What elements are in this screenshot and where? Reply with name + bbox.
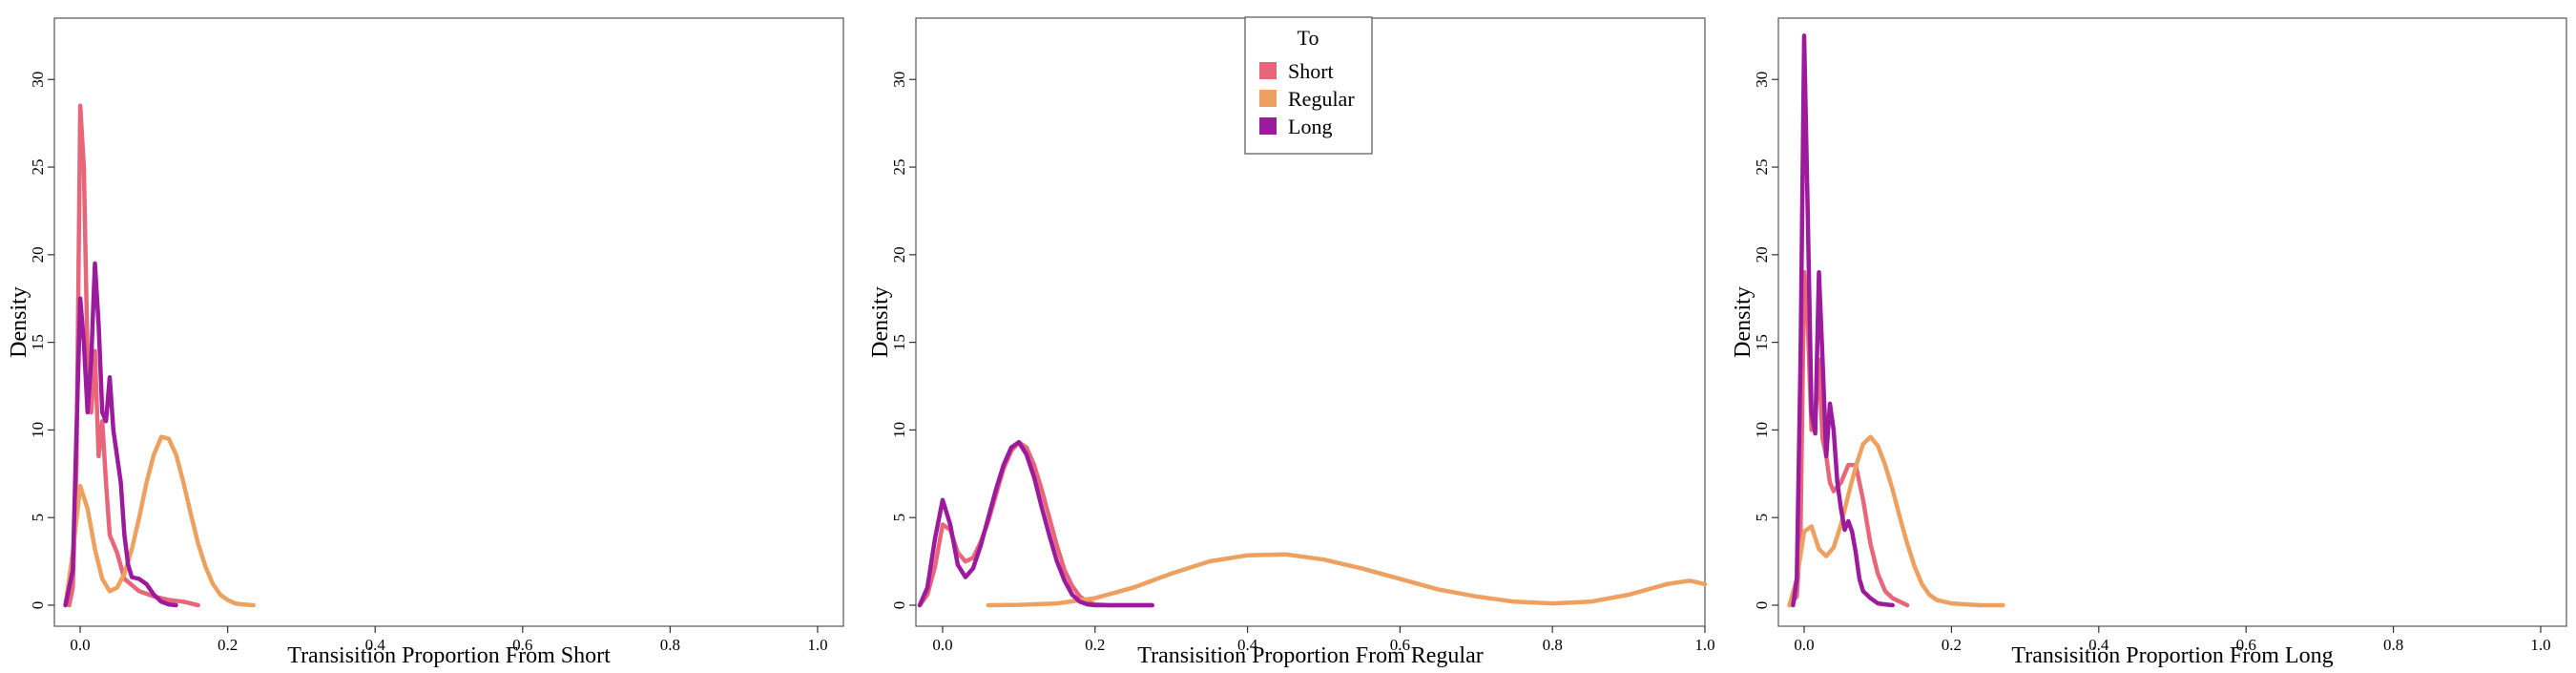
legend-title: To — [1298, 26, 1319, 50]
y-tick-label: 20 — [890, 246, 908, 263]
x-tick-label: 0.8 — [2383, 636, 2403, 654]
y-tick-label: 5 — [1753, 514, 1771, 522]
y-tick-label: 0 — [1753, 601, 1771, 610]
x-tick-label: 0.8 — [1543, 636, 1563, 654]
x-tick-label: 0.6 — [2236, 636, 2256, 654]
panel-3: 0.0 0.2 0.4 0.6 0.8 1.0 0 5 10 15 20 25 30 Transisiti… — [1731, 17, 2567, 668]
y-tick-label: 10 — [890, 422, 908, 438]
x-tick-label: 0.0 — [70, 636, 90, 654]
x-tick-label: 0.2 — [1085, 636, 1105, 654]
legend-label-regular: Regular — [1288, 87, 1355, 111]
x-tick-label: 1.0 — [807, 636, 827, 654]
panel-2: 0.0 0.2 0.4 0.6 0.8 1.0 0 5 10 15 20 25 30 Transisiti… — [868, 17, 1715, 668]
series-line-regular — [63, 434, 256, 608]
x-tick-label: 0.2 — [1942, 636, 1962, 654]
plot-frame — [1777, 17, 2567, 627]
x-tick-label: 0.8 — [660, 636, 680, 654]
y-tick-label: 5 — [890, 514, 908, 522]
chart-panels: 0.0 0.2 0.4 0.6 0.8 1.0 0 5 10 15 20 25 30 Transisiti… — [7, 17, 2567, 668]
series-line-short — [67, 103, 200, 608]
legend: To Short Regular Long — [1244, 16, 1373, 155]
y-tick-label: 15 — [1753, 334, 1771, 350]
x-axis-label: Transisition Proportion From Short — [287, 643, 611, 668]
series-line-short — [1787, 269, 1910, 608]
y-tick-label: 10 — [1753, 422, 1771, 438]
y-tick-label: 0 — [890, 601, 908, 610]
series-line-regular — [986, 552, 1708, 608]
legend-swatch-short — [1259, 62, 1277, 79]
x-tick-label: 0.0 — [1794, 636, 1814, 654]
y-tick-label: 15 — [29, 334, 47, 350]
legend-swatch-regular — [1259, 90, 1277, 107]
series-line-regular — [1787, 434, 2005, 608]
y-tick-label: 30 — [890, 72, 908, 88]
y-tick-label: 5 — [29, 514, 47, 522]
plot-frame — [53, 17, 844, 627]
y-tick-label: 0 — [29, 601, 47, 610]
panel-1: 0.0 0.2 0.4 0.6 0.8 1.0 0 5 10 15 20 25 30 Transisiti… — [7, 17, 844, 668]
series-line-long — [63, 261, 178, 608]
y-tick-label: 25 — [29, 159, 47, 176]
series-line-long — [1791, 33, 1895, 608]
x-tick-label: 0.6 — [1390, 636, 1410, 654]
y-tick-label: 20 — [1753, 246, 1771, 263]
y-tick-label: 15 — [890, 334, 908, 350]
x-tick-label: 0.2 — [218, 636, 238, 654]
x-axis-label: Transisition Proportion From Regular — [1137, 643, 1483, 668]
y-tick-label: 25 — [890, 159, 908, 176]
series-line-long — [917, 439, 1154, 608]
y-axis-label: Density — [868, 286, 893, 358]
y-axis-label: Density — [7, 286, 31, 358]
legend-label-long: Long — [1288, 115, 1332, 138]
y-tick-label: 25 — [1753, 159, 1771, 176]
x-tick-label: 0.6 — [512, 636, 532, 654]
x-tick-label: 0.4 — [365, 636, 386, 654]
legend-swatch-long — [1259, 117, 1277, 135]
x-tick-label: 1.0 — [1694, 636, 1714, 654]
y-tick-label: 20 — [29, 246, 47, 263]
legend-label-short: Short — [1288, 59, 1334, 83]
y-axis-label: Density — [1731, 286, 1755, 358]
y-tick-label: 30 — [29, 72, 47, 88]
y-tick-label: 30 — [1753, 72, 1771, 88]
x-tick-label: 0.4 — [1237, 636, 1258, 654]
x-tick-label: 0.0 — [932, 636, 952, 654]
series-line-short — [917, 439, 1154, 608]
x-tick-label: 1.0 — [2530, 636, 2550, 654]
y-tick-label: 10 — [29, 422, 47, 438]
x-axis-label: Transisition Proportion From Long — [2011, 643, 2333, 668]
x-tick-label: 0.4 — [2088, 636, 2109, 654]
